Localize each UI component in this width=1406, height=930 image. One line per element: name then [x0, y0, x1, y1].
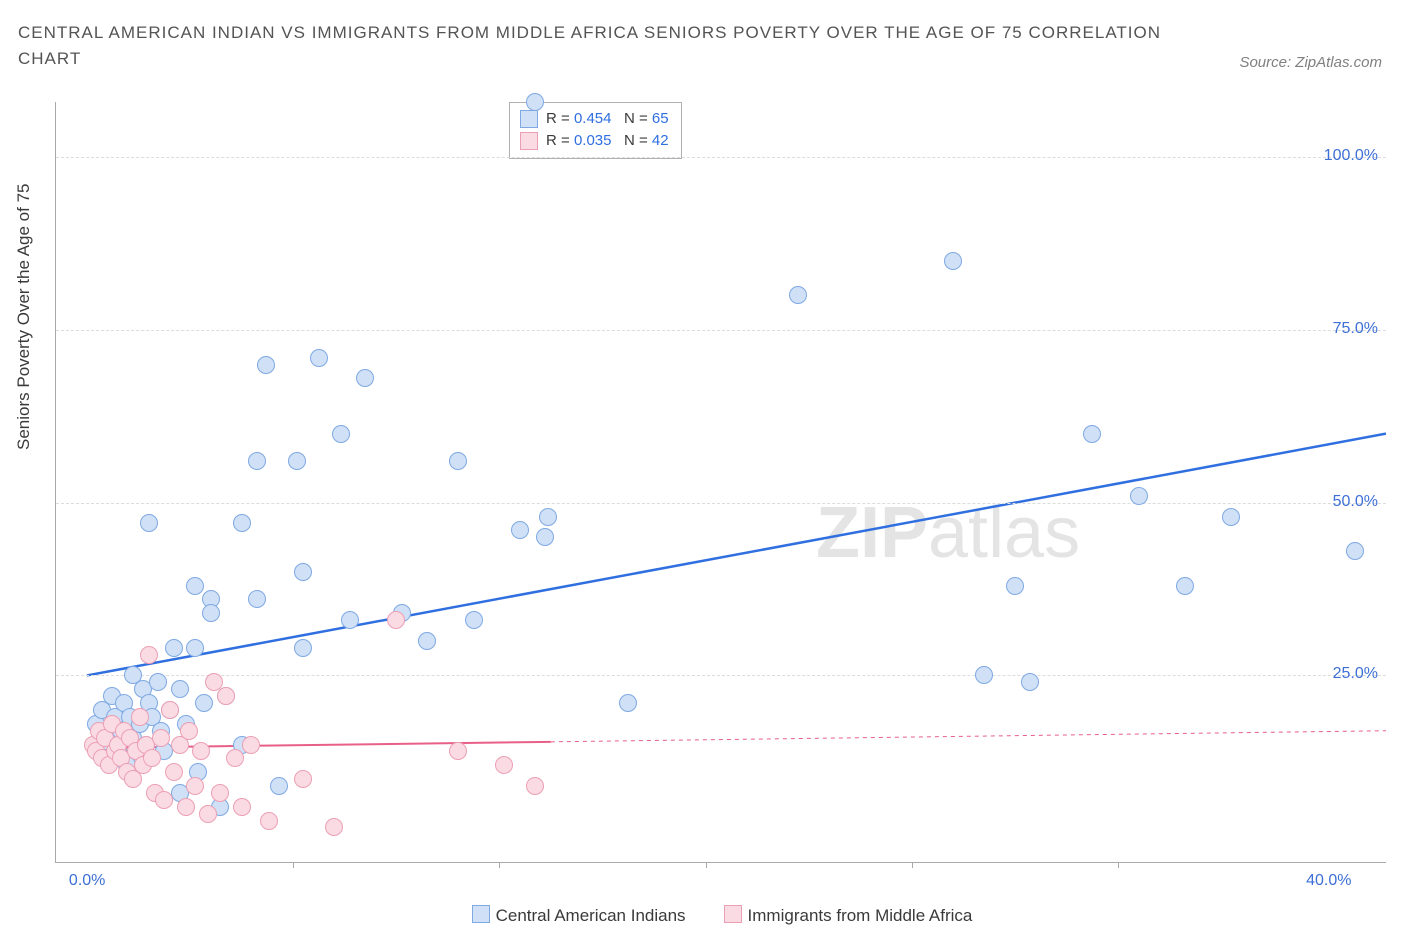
data-point — [526, 777, 544, 795]
data-point — [248, 590, 266, 608]
legend: Central American Indians Immigrants from … — [0, 905, 1406, 926]
data-point — [325, 818, 343, 836]
legend-label: Immigrants from Middle Africa — [748, 906, 973, 925]
data-point — [177, 798, 195, 816]
data-point — [233, 514, 251, 532]
data-point — [270, 777, 288, 795]
data-point — [449, 742, 467, 760]
source-text: Source: ZipAtlas.com — [1239, 54, 1382, 71]
data-point — [248, 452, 266, 470]
chart-title: CENTRAL AMERICAN INDIAN VS IMMIGRANTS FR… — [18, 20, 1206, 72]
data-point — [465, 611, 483, 629]
data-point — [155, 791, 173, 809]
legend-swatch — [472, 905, 490, 923]
y-axis-label: Seniors Poverty Over the Age of 75 — [14, 184, 34, 450]
data-point — [332, 425, 350, 443]
data-point — [1006, 577, 1024, 595]
data-point — [536, 528, 554, 546]
x-tick-label: 0.0% — [69, 872, 105, 890]
data-point — [186, 577, 204, 595]
data-point — [1021, 673, 1039, 691]
data-point — [165, 763, 183, 781]
gridline — [56, 675, 1386, 676]
data-point — [975, 666, 993, 684]
data-point — [539, 508, 557, 526]
data-point — [186, 639, 204, 657]
data-point — [199, 805, 217, 823]
data-point — [449, 452, 467, 470]
data-point — [152, 729, 170, 747]
x-minor-tick — [912, 862, 913, 868]
y-tick-label: 50.0% — [1333, 493, 1378, 511]
data-point — [511, 521, 529, 539]
data-point — [140, 514, 158, 532]
data-point — [387, 611, 405, 629]
data-point — [619, 694, 637, 712]
data-point — [195, 694, 213, 712]
data-point — [310, 349, 328, 367]
x-minor-tick — [499, 862, 500, 868]
data-point — [171, 680, 189, 698]
data-point — [242, 736, 260, 754]
data-point — [341, 611, 359, 629]
data-point — [495, 756, 513, 774]
data-point — [526, 93, 544, 111]
gridline — [56, 330, 1386, 331]
data-point — [1176, 577, 1194, 595]
data-point — [192, 742, 210, 760]
data-point — [211, 784, 229, 802]
data-point — [180, 722, 198, 740]
data-point — [418, 632, 436, 650]
data-point — [257, 356, 275, 374]
stats-row: R = 0.035 N = 42 — [520, 130, 669, 152]
x-minor-tick — [1118, 862, 1119, 868]
data-point — [202, 604, 220, 622]
data-point — [143, 749, 161, 767]
data-point — [1222, 508, 1240, 526]
x-minor-tick — [706, 862, 707, 868]
y-tick-label: 100.0% — [1324, 147, 1378, 165]
legend-swatch — [724, 905, 742, 923]
data-point — [131, 708, 149, 726]
data-point — [149, 673, 167, 691]
x-tick-label: 40.0% — [1306, 872, 1351, 890]
data-point — [294, 770, 312, 788]
data-point — [165, 639, 183, 657]
data-point — [161, 701, 179, 719]
plot-area: ZIPatlas R = 0.454 N = 65R = 0.035 N = 4… — [55, 102, 1386, 863]
y-tick-label: 25.0% — [1333, 665, 1378, 683]
data-point — [288, 452, 306, 470]
data-point — [217, 687, 235, 705]
data-point — [356, 369, 374, 387]
x-minor-tick — [293, 862, 294, 868]
data-point — [226, 749, 244, 767]
data-point — [186, 777, 204, 795]
data-point — [1346, 542, 1364, 560]
data-point — [944, 252, 962, 270]
y-tick-label: 75.0% — [1333, 320, 1378, 338]
data-point — [260, 812, 278, 830]
data-point — [1083, 425, 1101, 443]
data-point — [294, 563, 312, 581]
gridline — [56, 157, 1386, 158]
data-point — [140, 646, 158, 664]
data-point — [789, 286, 807, 304]
watermark: ZIPatlas — [816, 492, 1080, 574]
data-point — [294, 639, 312, 657]
legend-label: Central American Indians — [496, 906, 686, 925]
data-point — [1130, 487, 1148, 505]
stats-row: R = 0.454 N = 65 — [520, 108, 669, 130]
gridline — [56, 503, 1386, 504]
data-point — [233, 798, 251, 816]
